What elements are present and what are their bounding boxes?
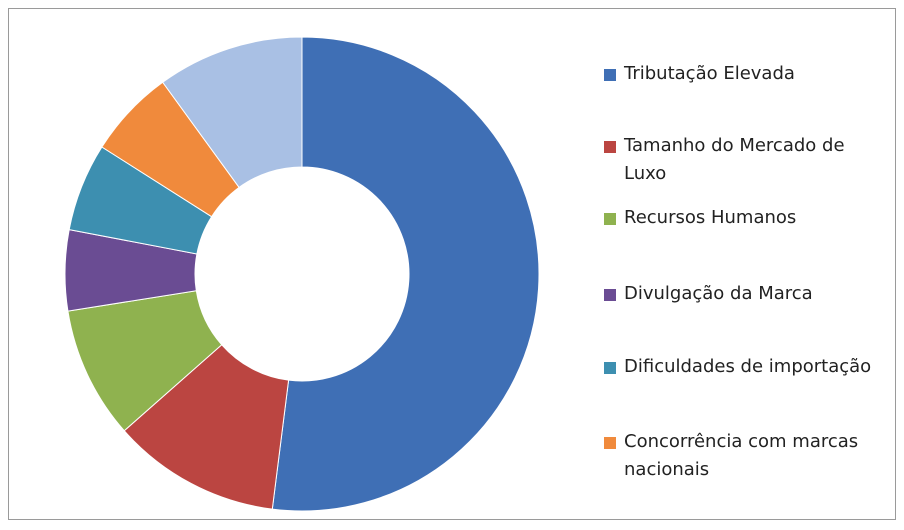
legend-item: Dificuldades de importação xyxy=(604,353,889,381)
legend-label: Recursos Humanos xyxy=(624,207,797,228)
legend-label: Dificuldades de importação xyxy=(624,356,872,377)
legend-swatch xyxy=(604,69,616,81)
legend-item: Divulgação da Marca xyxy=(604,280,889,308)
donut-slice xyxy=(161,36,303,189)
legend-item: Tamanho do Mercado de Luxo xyxy=(604,132,889,188)
legend-swatch xyxy=(604,362,616,374)
legend-label: Concorrência com marcas nacionais xyxy=(624,431,859,480)
legend-label: Tamanho do Mercado de Luxo xyxy=(624,135,845,184)
legend-swatch xyxy=(604,437,616,449)
donut-slice xyxy=(271,36,540,512)
legend-label: Divulgação da Marca xyxy=(624,283,813,304)
legend-item: Tributação Elevada xyxy=(604,60,889,88)
legend-swatch xyxy=(604,141,616,153)
legend-label: Tributação Elevada xyxy=(624,63,795,84)
legend-item: Concorrência com marcas nacionais xyxy=(604,428,889,484)
legend-swatch xyxy=(604,289,616,301)
legend-swatch xyxy=(604,213,616,225)
legend-item: Recursos Humanos xyxy=(604,204,889,232)
donut-slice xyxy=(123,344,290,510)
